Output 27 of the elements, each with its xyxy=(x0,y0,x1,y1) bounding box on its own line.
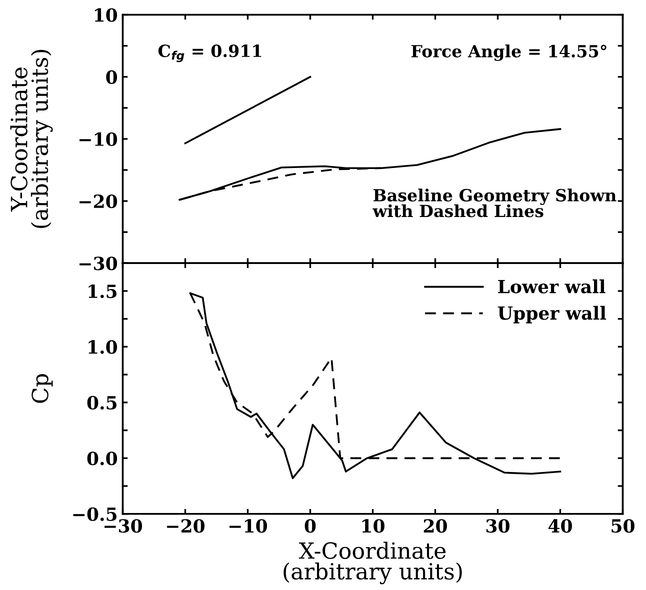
y-tick-label: 0.5 xyxy=(87,396,117,410)
x-tick-label: 30 xyxy=(486,519,510,533)
x-tick-label: −30 xyxy=(104,519,142,533)
annotation: Force Angle = 14.55° xyxy=(411,44,606,61)
annotation: Baseline Geometry Shown with Dashed Lines xyxy=(372,188,616,218)
annotation: C$_{fg}$ = 0.911 xyxy=(158,44,262,62)
y-tick-label: 1.0 xyxy=(88,340,118,354)
x-tick-label: −20 xyxy=(167,519,205,533)
y-tick-label: 0.0 xyxy=(87,452,118,466)
x-tick-label: 20 xyxy=(424,519,447,533)
legend-label: Upper wall xyxy=(498,306,606,324)
y-tick-label: −30 xyxy=(80,256,118,270)
y-tick-label: −20 xyxy=(80,194,118,208)
y-tick-label: −0.5 xyxy=(73,507,117,522)
x-tick-label: 50 xyxy=(612,519,634,533)
legend-label: Lower wall xyxy=(498,279,606,294)
x-tick-label: 0 xyxy=(304,519,316,533)
x-tick-label: −10 xyxy=(230,519,268,533)
y-axis-title: Y-Coordinate (arbitrary units) xyxy=(10,50,53,228)
x-axis-title: X-Coordinate (arbitrary units) xyxy=(284,542,462,584)
y-tick-label: 1.5 xyxy=(88,284,117,298)
y-tick-label: −10 xyxy=(80,132,118,146)
x-tick-label: 40 xyxy=(548,519,572,533)
y-tick-label: 10 xyxy=(94,8,118,22)
y-axis-title: Cp xyxy=(32,374,53,403)
y-tick-label: 0 xyxy=(106,70,118,84)
x-tick-label: 10 xyxy=(362,519,384,533)
